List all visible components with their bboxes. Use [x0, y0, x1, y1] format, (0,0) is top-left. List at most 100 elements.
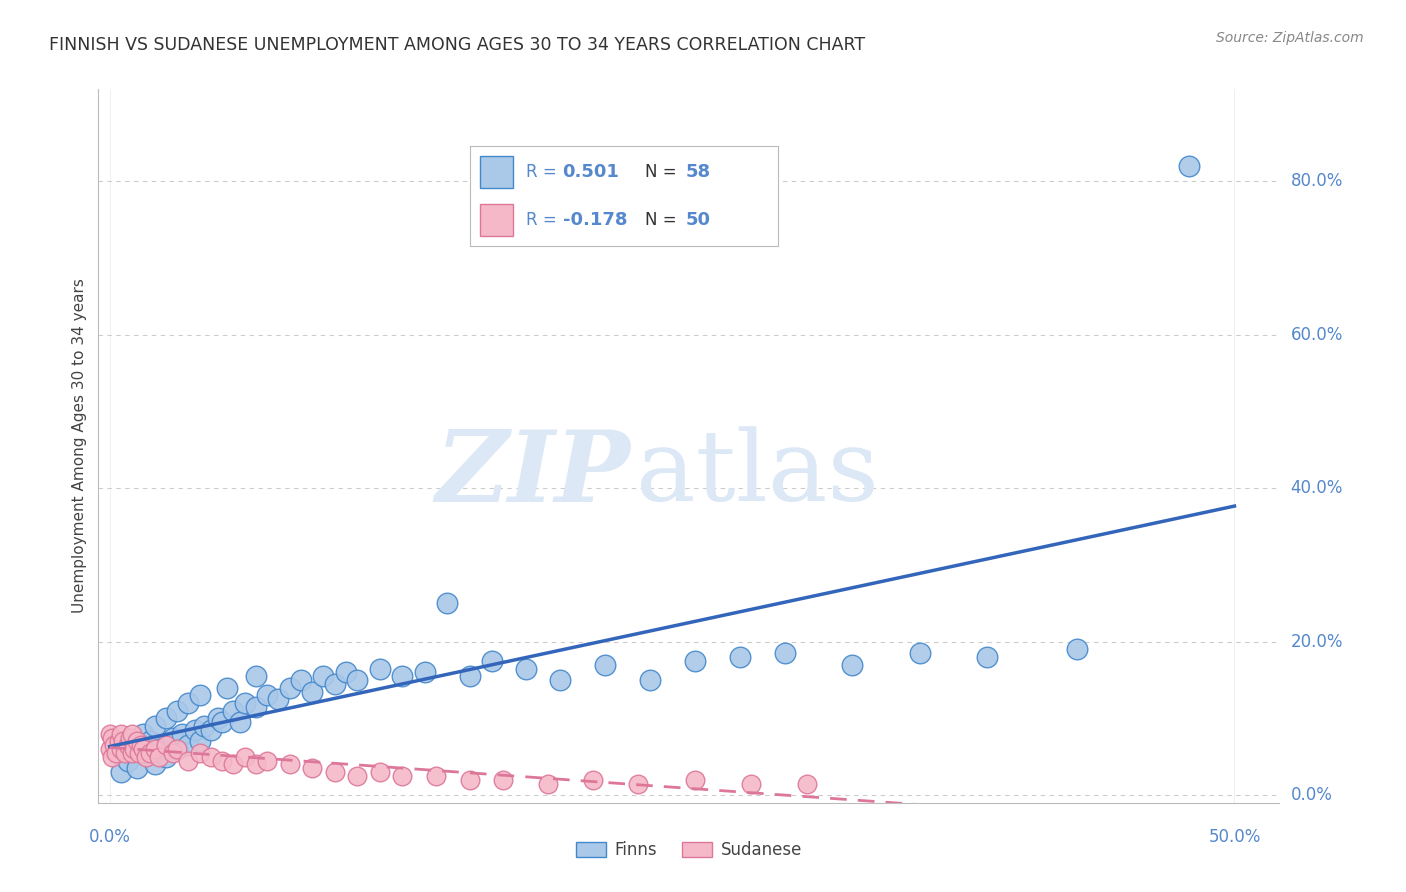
Point — [301, 684, 323, 698]
Point — [139, 746, 162, 760]
Point — [117, 738, 139, 752]
Point — [267, 692, 290, 706]
Point — [222, 704, 245, 718]
Point — [148, 742, 170, 756]
Point — [290, 673, 312, 687]
Point — [436, 596, 458, 610]
Point — [105, 746, 128, 760]
Point — [312, 669, 335, 683]
Text: ZIP: ZIP — [434, 426, 630, 523]
Point — [101, 749, 124, 764]
Point — [135, 749, 157, 764]
Point — [425, 769, 447, 783]
Point — [98, 727, 121, 741]
Point — [796, 776, 818, 790]
Point — [683, 772, 706, 787]
Bar — [479, 156, 513, 188]
Point — [638, 673, 661, 687]
Text: 0.0%: 0.0% — [1291, 786, 1333, 804]
Point — [222, 757, 245, 772]
Point — [1066, 642, 1088, 657]
Point — [481, 654, 503, 668]
Point — [200, 749, 222, 764]
Point — [229, 715, 252, 730]
Point — [177, 738, 200, 752]
Point — [101, 731, 124, 745]
Point — [458, 669, 481, 683]
Point — [773, 646, 796, 660]
Point — [346, 769, 368, 783]
Point — [155, 711, 177, 725]
Text: 40.0%: 40.0% — [1291, 479, 1343, 497]
Point — [132, 746, 155, 760]
Point — [233, 749, 256, 764]
Point — [245, 669, 267, 683]
Text: R =: R = — [526, 211, 557, 229]
Text: FINNISH VS SUDANESE UNEMPLOYMENT AMONG AGES 30 TO 34 YEARS CORRELATION CHART: FINNISH VS SUDANESE UNEMPLOYMENT AMONG A… — [49, 36, 865, 54]
Text: 0.501: 0.501 — [562, 163, 620, 181]
Point — [125, 761, 148, 775]
Point — [177, 754, 200, 768]
Point — [593, 657, 616, 672]
Text: 58: 58 — [685, 163, 710, 181]
Text: atlas: atlas — [636, 426, 879, 523]
Point — [278, 681, 301, 695]
Point — [166, 704, 188, 718]
Point — [143, 719, 166, 733]
Legend: Finns, Sudanese: Finns, Sudanese — [569, 835, 808, 866]
Point — [233, 696, 256, 710]
Point — [193, 719, 215, 733]
Point — [107, 734, 129, 748]
Text: Source: ZipAtlas.com: Source: ZipAtlas.com — [1216, 31, 1364, 45]
Point — [841, 657, 863, 672]
Point — [458, 772, 481, 787]
Point — [323, 765, 346, 780]
Point — [121, 746, 143, 760]
Point — [211, 754, 233, 768]
Point — [740, 776, 762, 790]
Point — [582, 772, 605, 787]
Point — [976, 650, 998, 665]
Point — [207, 711, 229, 725]
Point — [188, 734, 211, 748]
Point — [683, 654, 706, 668]
Point — [125, 734, 148, 748]
Point — [1178, 159, 1201, 173]
Text: 0.0%: 0.0% — [89, 828, 131, 846]
Point — [118, 731, 141, 745]
Point — [728, 650, 751, 665]
Point — [121, 727, 143, 741]
Point — [245, 699, 267, 714]
Point — [184, 723, 207, 737]
Point — [548, 673, 571, 687]
Point — [256, 754, 278, 768]
Point — [155, 749, 177, 764]
Point — [155, 738, 177, 752]
Point — [537, 776, 560, 790]
Point — [117, 754, 139, 768]
Point — [301, 761, 323, 775]
Point — [335, 665, 357, 680]
Text: 60.0%: 60.0% — [1291, 326, 1343, 343]
Point — [112, 734, 135, 748]
Point — [413, 665, 436, 680]
Point — [162, 746, 184, 760]
Text: N =: N = — [645, 163, 678, 181]
Point — [132, 742, 155, 756]
Text: 20.0%: 20.0% — [1291, 632, 1343, 650]
Text: 50.0%: 50.0% — [1208, 828, 1261, 846]
Point — [188, 746, 211, 760]
Point — [162, 731, 184, 745]
Point — [188, 689, 211, 703]
Point — [132, 727, 155, 741]
Point — [256, 689, 278, 703]
Y-axis label: Unemployment Among Ages 30 to 34 years: Unemployment Among Ages 30 to 34 years — [72, 278, 87, 614]
Point — [368, 661, 391, 675]
Point — [908, 646, 931, 660]
Point — [627, 776, 650, 790]
Text: N =: N = — [645, 211, 678, 229]
Point — [346, 673, 368, 687]
Point — [215, 681, 238, 695]
Point — [323, 677, 346, 691]
Text: R =: R = — [526, 163, 557, 181]
